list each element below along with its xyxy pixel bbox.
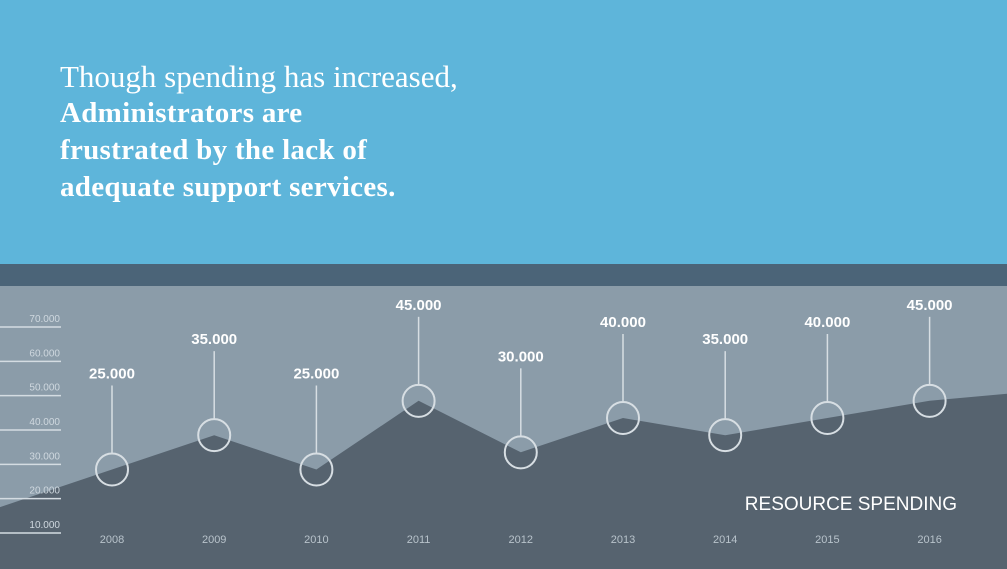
data-label: 35.000 [191, 331, 237, 348]
headline-line-2: Administrators are [60, 97, 303, 129]
x-tick-label: 2012 [509, 534, 533, 546]
header-panel: Though spending has increased, Administr… [0, 0, 1007, 264]
y-tick-label: 50.000 [29, 383, 60, 394]
spending-area [0, 393, 1007, 569]
data-point-marker [95, 452, 129, 487]
headline-line-3: frustrated by the lack of [60, 134, 368, 166]
x-tick-label: 2015 [815, 534, 839, 546]
data-point-marker [299, 452, 334, 487]
y-tick-label: 10.000 [29, 520, 60, 531]
headline-line-4: adequate support services. [60, 171, 396, 203]
y-tick-label: 60.000 [29, 348, 60, 359]
data-label: 25.000 [293, 366, 339, 383]
data-label: 40.000 [600, 314, 646, 331]
data-label: 30.000 [498, 348, 544, 365]
x-tick-label: 2009 [202, 534, 226, 546]
data-label: 45.000 [907, 297, 953, 314]
data-point-marker [606, 401, 640, 435]
data-point-marker [708, 418, 743, 453]
data-point-marker [503, 435, 538, 470]
y-tick-label: 30.000 [29, 451, 60, 462]
data-point-marker [810, 401, 845, 435]
data-label: 40.000 [804, 314, 850, 331]
data-point-marker [912, 383, 947, 418]
chart-panel: 10.000 20.000 30.000 40.000 50.000 60.000 70.0… [0, 286, 1007, 569]
data-label: 25.000 [89, 366, 135, 383]
data-label: 45.000 [396, 297, 442, 314]
resource-spending-chart: 10.000 20.000 30.000 40.000 50.000 60.000 70.0… [0, 297, 1007, 569]
x-tick-label: 2013 [611, 534, 635, 546]
y-tick-label: 40.000 [29, 417, 60, 428]
x-tick-label: 2010 [304, 534, 328, 546]
x-tick-label: 2014 [713, 534, 737, 546]
data-label: 35.000 [702, 331, 748, 348]
data-point-marker [401, 383, 436, 418]
chart-title: RESOURCE SPENDING [745, 494, 957, 515]
x-tick-label: 2011 [407, 534, 431, 546]
x-tick-label: 2008 [100, 534, 124, 546]
headline: Though spending has increased, Administr… [60, 58, 620, 206]
headline-line-1: Though spending has increased, [60, 59, 458, 94]
data-point-marker [197, 418, 232, 453]
x-tick-label: 2016 [917, 534, 941, 546]
y-tick-label: 70.000 [29, 314, 60, 325]
y-tick-label: 20.000 [29, 486, 60, 497]
divider-band [0, 264, 1007, 286]
